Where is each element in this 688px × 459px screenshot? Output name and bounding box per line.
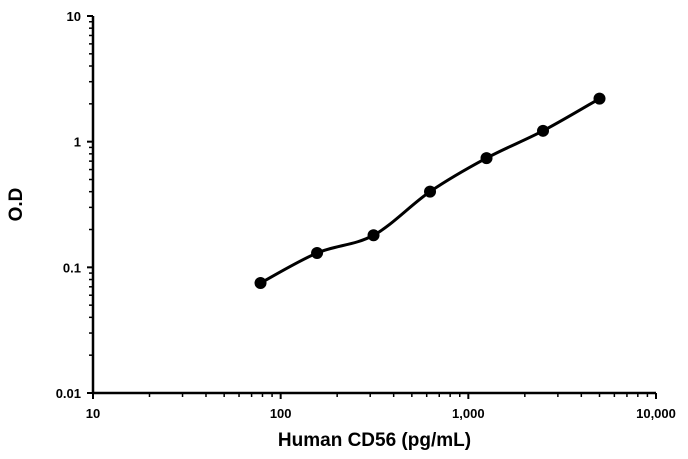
data-point — [537, 124, 550, 137]
data-point — [311, 247, 324, 260]
ticks: 10 100 1,000 10,000 0.01 0.1 1 10 — [56, 9, 676, 421]
axes — [91, 16, 656, 395]
y-tick-label: 0.01 — [56, 386, 81, 401]
x-tick-label: 100 — [270, 406, 292, 421]
data-point — [424, 185, 437, 198]
data-point — [254, 277, 267, 290]
series-layer — [254, 92, 606, 290]
y-axis-label: O.D — [6, 188, 27, 222]
y-tick-label: 10 — [67, 9, 81, 24]
y-tick-label: 1 — [74, 135, 81, 150]
data-point — [367, 229, 380, 242]
x-tick-label: 10 — [86, 406, 100, 421]
x-axis-label: Human CD56 (pg/mL) — [278, 430, 471, 451]
x-tick-label: 1,000 — [452, 406, 485, 421]
x-tick-label: 10,000 — [636, 406, 676, 421]
y-tick-label: 0.1 — [63, 260, 81, 275]
data-point — [480, 152, 493, 165]
data-point — [593, 92, 606, 105]
